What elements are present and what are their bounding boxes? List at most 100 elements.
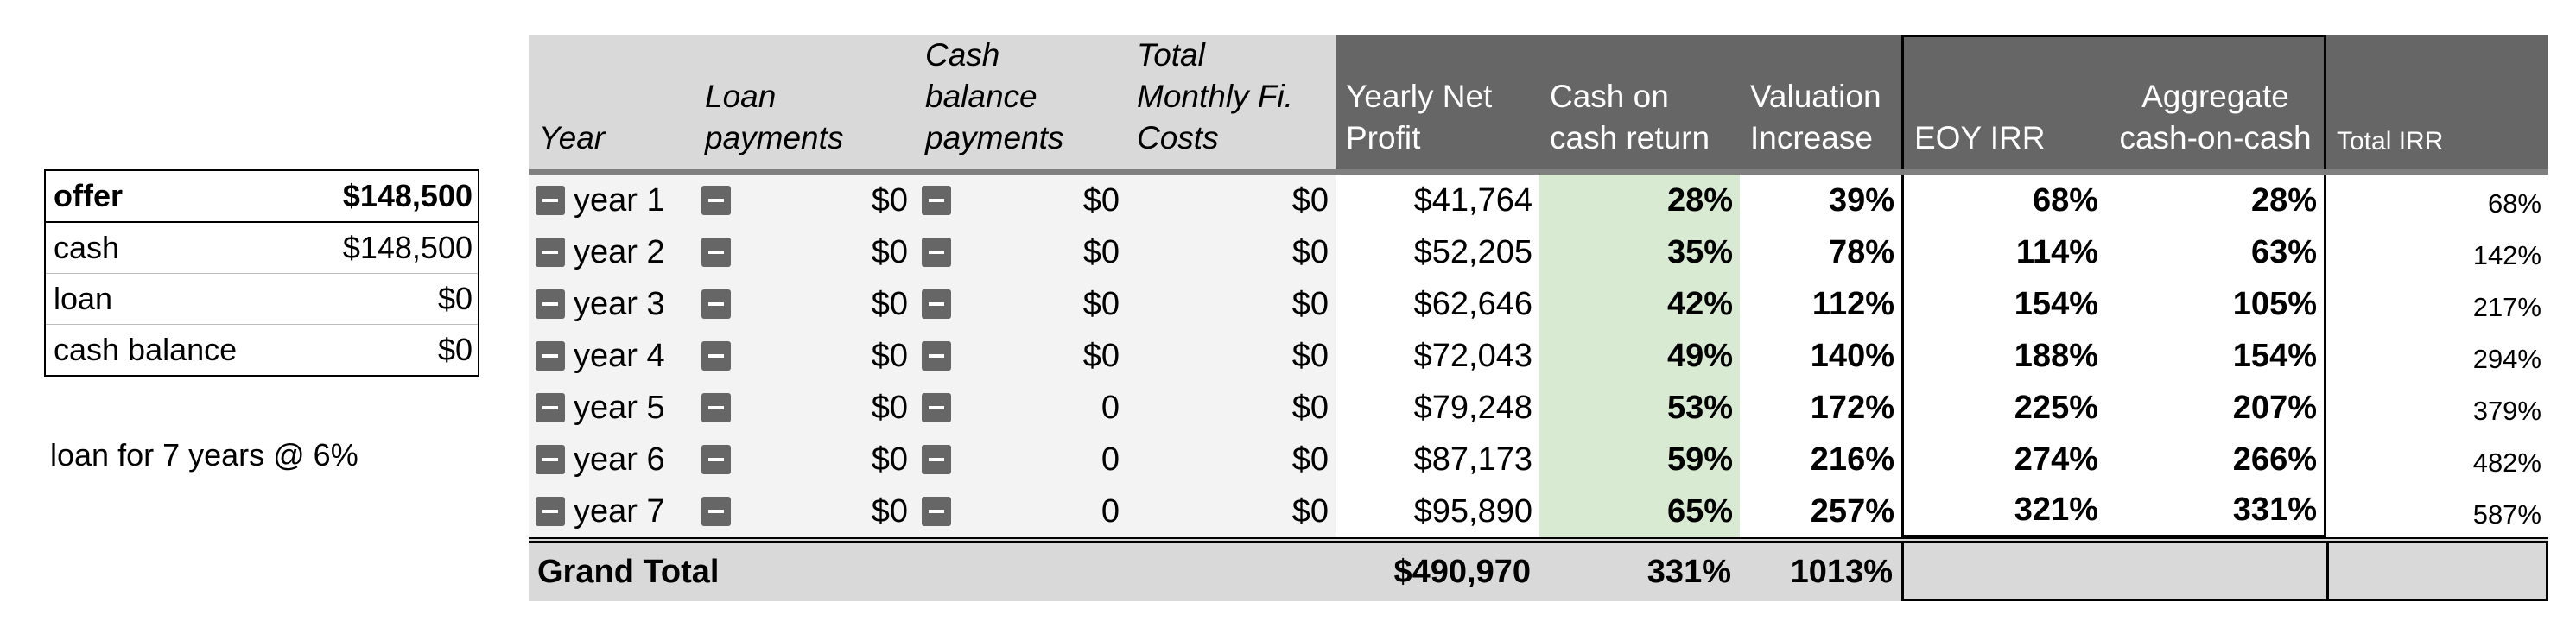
col-header-total-monthly-costs[interactable]: Total Monthly Fi. Costs: [1126, 35, 1336, 169]
collapse-minus-icon[interactable]: [701, 497, 731, 526]
cash-on-cash-cell[interactable]: 53%: [1539, 382, 1740, 434]
valuation-increase-cell[interactable]: 39%: [1828, 181, 1894, 219]
summary-row-cash-balance[interactable]: cash balance $0: [46, 325, 478, 375]
eoy-irr-cell[interactable]: 225%: [1901, 382, 2105, 434]
collapse-minus-icon[interactable]: [701, 186, 731, 215]
loan-payment-cell[interactable]: $0: [695, 226, 915, 278]
grand-total-coc[interactable]: 331%: [1646, 553, 1731, 590]
loan-payment-cell[interactable]: $0: [695, 175, 915, 226]
cash-balance-cell[interactable]: $0: [915, 278, 1126, 330]
total-irr-cell[interactable]: 142%: [2472, 240, 2541, 270]
total-irr-cell[interactable]: 294%: [2472, 344, 2541, 374]
valuation-increase-cell[interactable]: 172%: [1810, 389, 1894, 426]
monthly-costs-cell[interactable]: $0: [1126, 486, 1336, 537]
aggregate-coc-cell[interactable]: 28%: [2105, 175, 2326, 226]
yearly-net-profit-cell[interactable]: $72,043: [1413, 337, 1532, 374]
year-cell[interactable]: year 3: [529, 278, 695, 330]
collapse-minus-icon[interactable]: [536, 289, 565, 319]
collapse-minus-icon[interactable]: [536, 186, 565, 215]
cash-on-cash-cell[interactable]: 59%: [1539, 434, 1740, 486]
grand-total-label[interactable]: Grand Total: [537, 553, 720, 590]
aggregate-coc-cell[interactable]: 63%: [2105, 226, 2326, 278]
cash-balance-cell[interactable]: $0: [915, 175, 1126, 226]
collapse-minus-icon[interactable]: [922, 445, 951, 474]
eoy-irr-cell[interactable]: 154%: [1901, 278, 2105, 330]
cash-on-cash-cell[interactable]: 42%: [1539, 278, 1740, 330]
monthly-costs-cell[interactable]: $0: [1126, 278, 1336, 330]
col-header-year[interactable]: Year: [529, 35, 695, 169]
monthly-costs-cell[interactable]: $0: [1126, 434, 1336, 486]
aggregate-coc-cell[interactable]: 154%: [2105, 330, 2326, 382]
yearly-net-profit-cell[interactable]: $62,646: [1413, 285, 1532, 322]
eoy-irr-cell[interactable]: 274%: [1901, 434, 2105, 486]
total-irr-cell[interactable]: 217%: [2472, 292, 2541, 322]
col-header-valuation-increase[interactable]: Valuation Increase: [1740, 35, 1901, 169]
monthly-costs-cell[interactable]: $0: [1126, 226, 1336, 278]
yearly-net-profit-cell[interactable]: $87,173: [1413, 441, 1532, 478]
grand-total-total-irr[interactable]: [2326, 543, 2548, 601]
collapse-minus-icon[interactable]: [536, 497, 565, 526]
cash-on-cash-cell[interactable]: 65%: [1539, 486, 1740, 537]
eoy-irr-cell[interactable]: 68%: [1901, 175, 2105, 226]
summary-row-cash[interactable]: cash $148,500: [46, 223, 478, 274]
yearly-net-profit-cell[interactable]: $79,248: [1413, 389, 1532, 426]
loan-payment-cell[interactable]: $0: [695, 486, 915, 537]
aggregate-coc-cell[interactable]: 266%: [2105, 434, 2326, 486]
collapse-minus-icon[interactable]: [701, 289, 731, 319]
cash-on-cash-cell[interactable]: 35%: [1539, 226, 1740, 278]
valuation-increase-cell[interactable]: 257%: [1810, 492, 1894, 530]
cash-balance-cell[interactable]: 0: [915, 434, 1126, 486]
collapse-minus-icon[interactable]: [536, 393, 565, 422]
eoy-irr-cell[interactable]: 188%: [1901, 330, 2105, 382]
col-header-yearly-net-profit[interactable]: Yearly Net Profit: [1336, 35, 1539, 169]
year-cell[interactable]: year 4: [529, 330, 695, 382]
cash-balance-cell[interactable]: $0: [915, 330, 1126, 382]
collapse-minus-icon[interactable]: [922, 497, 951, 526]
loan-payment-cell[interactable]: $0: [695, 330, 915, 382]
collapse-minus-icon[interactable]: [536, 238, 565, 267]
year-cell[interactable]: year 2: [529, 226, 695, 278]
yearly-net-profit-cell[interactable]: $52,205: [1413, 233, 1532, 270]
monthly-costs-cell[interactable]: $0: [1126, 330, 1336, 382]
cash-balance-cell[interactable]: 0: [915, 382, 1126, 434]
loan-payment-cell[interactable]: $0: [695, 434, 915, 486]
col-header-cash-balance-payments[interactable]: Cash balance payments: [915, 35, 1126, 169]
collapse-minus-icon[interactable]: [922, 186, 951, 215]
year-cell[interactable]: year 6: [529, 434, 695, 486]
year-cell[interactable]: year 1: [529, 175, 695, 226]
col-header-loan-payments[interactable]: Loan payments: [695, 35, 915, 169]
col-header-cash-on-cash[interactable]: Cash on cash return: [1539, 35, 1740, 169]
valuation-increase-cell[interactable]: 140%: [1810, 337, 1894, 374]
collapse-minus-icon[interactable]: [701, 393, 731, 422]
summary-row-offer[interactable]: offer $148,500: [46, 171, 478, 223]
monthly-costs-cell[interactable]: $0: [1126, 175, 1336, 226]
aggregate-coc-cell[interactable]: 207%: [2105, 382, 2326, 434]
collapse-minus-icon[interactable]: [701, 341, 731, 371]
cash-on-cash-cell[interactable]: 49%: [1539, 330, 1740, 382]
total-irr-cell[interactable]: 68%: [2487, 188, 2541, 219]
yearly-net-profit-cell[interactable]: $95,890: [1413, 492, 1532, 530]
valuation-increase-cell[interactable]: 78%: [1828, 233, 1894, 270]
col-header-aggregate-coc[interactable]: Aggregate cash-on-cash: [2105, 35, 2326, 169]
summary-row-loan[interactable]: loan $0: [46, 274, 478, 325]
valuation-increase-cell[interactable]: 216%: [1810, 441, 1894, 478]
aggregate-coc-cell[interactable]: 105%: [2105, 278, 2326, 330]
total-irr-cell[interactable]: 587%: [2472, 499, 2541, 530]
total-irr-cell[interactable]: 379%: [2472, 396, 2541, 426]
eoy-irr-cell[interactable]: 114%: [1901, 226, 2105, 278]
grand-total-eoy-agg-cell[interactable]: [1901, 543, 2326, 601]
loan-payment-cell[interactable]: $0: [695, 278, 915, 330]
collapse-minus-icon[interactable]: [922, 393, 951, 422]
yearly-net-profit-cell[interactable]: $41,764: [1413, 181, 1532, 219]
grand-total-valuation[interactable]: 1013%: [1790, 553, 1893, 590]
aggregate-coc-cell[interactable]: 331%: [2105, 486, 2326, 537]
col-header-eoy-irr[interactable]: EOY IRR: [1901, 35, 2105, 169]
year-cell[interactable]: year 5: [529, 382, 695, 434]
collapse-minus-icon[interactable]: [922, 289, 951, 319]
cash-on-cash-cell[interactable]: 28%: [1539, 175, 1740, 226]
collapse-minus-icon[interactable]: [922, 341, 951, 371]
collapse-minus-icon[interactable]: [536, 445, 565, 474]
valuation-increase-cell[interactable]: 112%: [1811, 285, 1894, 322]
loan-terms-note[interactable]: loan for 7 years @ 6%: [50, 437, 358, 473]
cash-balance-cell[interactable]: $0: [915, 226, 1126, 278]
